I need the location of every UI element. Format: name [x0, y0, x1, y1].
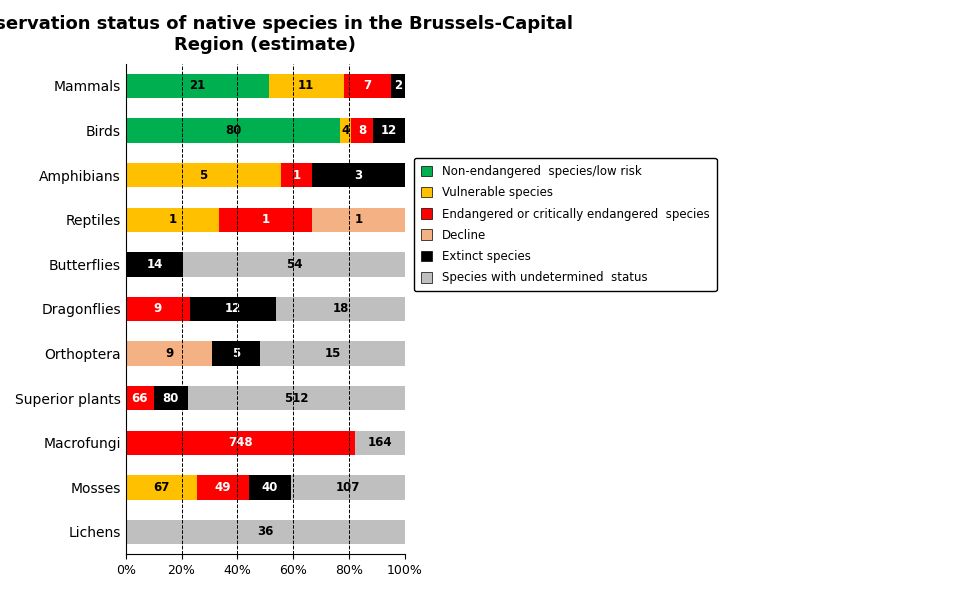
Text: 3: 3 [355, 169, 362, 182]
Text: 1: 1 [355, 213, 362, 226]
Bar [312, 208, 405, 232]
Text: 5: 5 [200, 169, 207, 182]
Bar [281, 163, 312, 188]
Text: 9: 9 [154, 303, 162, 316]
Bar [344, 74, 391, 98]
Bar [312, 163, 405, 188]
Text: 80: 80 [163, 392, 179, 405]
Text: 40: 40 [262, 481, 278, 494]
Text: 15: 15 [325, 347, 341, 360]
Bar [188, 386, 405, 410]
Text: 9: 9 [165, 347, 173, 360]
Text: 14: 14 [146, 258, 163, 271]
Bar [126, 430, 355, 455]
Text: 80: 80 [225, 124, 241, 137]
Text: 1: 1 [293, 169, 300, 182]
Text: 748: 748 [228, 436, 253, 449]
Bar [126, 475, 197, 500]
Bar [373, 118, 405, 143]
Text: 2: 2 [394, 79, 402, 92]
Bar [276, 297, 405, 321]
Bar [126, 342, 212, 366]
Legend: Non-endangered  species/low risk, Vulnerable species, Endangered or critically e: Non-endangered species/low risk, Vulnera… [414, 158, 717, 291]
Bar [391, 74, 405, 98]
Bar [249, 475, 292, 500]
Bar [126, 208, 219, 232]
Bar [126, 252, 183, 276]
Text: 21: 21 [189, 79, 205, 92]
Text: 512: 512 [284, 392, 308, 405]
Text: 1: 1 [262, 213, 269, 226]
Bar [355, 430, 405, 455]
Bar [351, 118, 373, 143]
Text: 1: 1 [169, 213, 176, 226]
Bar [183, 252, 405, 276]
Bar [340, 118, 351, 143]
Bar [261, 342, 405, 366]
Text: 49: 49 [214, 481, 231, 494]
Text: 12: 12 [225, 303, 241, 316]
Text: 36: 36 [257, 526, 273, 539]
Text: 54: 54 [286, 258, 302, 271]
Text: 7: 7 [363, 79, 371, 92]
Bar [212, 342, 261, 366]
Text: 12: 12 [381, 124, 397, 137]
Text: 107: 107 [336, 481, 360, 494]
Bar [197, 475, 249, 500]
Bar [126, 297, 190, 321]
Bar [268, 74, 344, 98]
Bar [126, 520, 405, 544]
Text: 67: 67 [153, 481, 170, 494]
Text: 164: 164 [367, 436, 392, 449]
Bar [126, 118, 340, 143]
Text: 11: 11 [298, 79, 314, 92]
Text: 8: 8 [358, 124, 366, 137]
Text: 5: 5 [233, 347, 240, 360]
Bar [126, 163, 281, 188]
Bar [219, 208, 312, 232]
Text: 18: 18 [332, 303, 349, 316]
Bar [190, 297, 276, 321]
Bar [126, 386, 154, 410]
Text: 66: 66 [132, 392, 148, 405]
Title: Conservation status of native species in the Brussels-Capital
Region (estimate): Conservation status of native species in… [0, 15, 574, 54]
Text: 4: 4 [342, 124, 350, 137]
Bar [292, 475, 405, 500]
Bar [126, 74, 268, 98]
Bar [154, 386, 188, 410]
